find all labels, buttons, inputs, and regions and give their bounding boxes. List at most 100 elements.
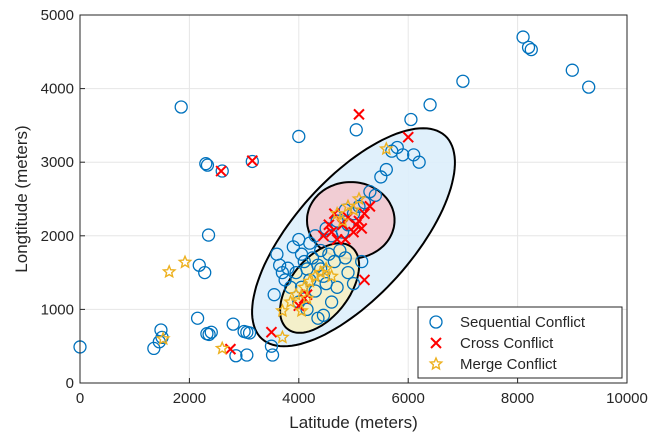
y-tick-label: 4000 <box>41 81 74 98</box>
cross-conflict-point <box>246 155 259 167</box>
sequential-conflict-point <box>215 164 229 178</box>
cross-conflict-point <box>224 343 237 355</box>
x-tick-label: 8000 <box>501 390 534 407</box>
sequential-conflict-point <box>396 148 410 162</box>
sequential-conflict-point <box>265 348 280 362</box>
plot-frame <box>79 14 628 384</box>
cross-conflict-point <box>358 274 371 286</box>
sequential-conflict-point <box>308 229 322 243</box>
sequential-conflict-point <box>201 228 216 242</box>
y-tick-label: 5000 <box>41 7 74 24</box>
sequential-conflict-point <box>423 98 437 112</box>
cross-conflict-points <box>215 108 414 355</box>
sequential-conflict-point <box>199 157 213 171</box>
sequential-conflict-point <box>338 251 352 265</box>
sequential-conflict-point <box>273 258 287 272</box>
cross-conflict-point <box>331 233 343 246</box>
sequential-conflict-point <box>565 63 579 77</box>
x-tick-label: 10000 <box>606 390 648 407</box>
cross-conflict-point <box>215 165 227 177</box>
sequential-conflict-point <box>300 302 314 317</box>
x-tick-label: 0 <box>76 390 84 407</box>
y-tick-label: 1000 <box>41 301 74 318</box>
sequential-conflict-point <box>264 339 279 353</box>
cross-conflict-point <box>317 230 330 242</box>
sequential-conflict-point <box>355 254 369 269</box>
x-tick-label: 6000 <box>392 390 425 407</box>
legend: Sequential Conflict Cross Conflict Merge C… <box>417 306 623 379</box>
cross-conflict-point <box>350 219 362 231</box>
cross-conflict-point <box>339 233 352 246</box>
merge-conflict-point <box>274 329 290 344</box>
sequential-conflict-point <box>174 100 188 114</box>
sequential-conflict-point <box>308 284 322 298</box>
sequential-conflict-point <box>245 154 259 169</box>
cross-conflict-point <box>353 108 365 121</box>
merge-conflict-point <box>313 264 329 280</box>
sequential-conflict-point <box>379 162 393 177</box>
sequential-conflict-point <box>330 280 344 294</box>
sequential-conflict-point <box>202 327 216 342</box>
x-tick-label: 4000 <box>282 390 315 407</box>
sequential-conflict-point <box>341 265 355 280</box>
sequential-conflict-point <box>412 155 426 169</box>
legend-label: Sequential Conflict <box>460 314 586 331</box>
legend-sequential-conflict-marker <box>429 315 443 329</box>
sequential-conflict-point <box>294 247 309 261</box>
merge-conflict-point <box>318 261 334 276</box>
legend-label: Merge Conflict <box>460 356 558 373</box>
sequential-conflict-point <box>349 123 363 137</box>
sequential-conflict-point <box>154 323 168 337</box>
sequential-conflict-point <box>297 254 311 269</box>
merge-conflict-points <box>155 141 394 355</box>
y-tick-label: 0 <box>66 375 74 392</box>
merge-conflict-point <box>155 330 171 346</box>
legend-merge-conflict-marker <box>428 356 444 371</box>
sequential-conflict-point <box>404 112 418 127</box>
merge-conflict-point <box>346 202 361 217</box>
sequential-conflict-point <box>240 348 254 362</box>
sequential-conflict-point <box>311 258 325 272</box>
sequential-conflict-point <box>200 158 215 172</box>
sequential-conflict-point <box>292 129 306 144</box>
sequential-conflict-point <box>324 295 339 309</box>
sequential-conflict-point <box>368 188 383 202</box>
sequential-conflict-point <box>204 325 218 339</box>
sequential-conflict-point <box>456 74 470 88</box>
sequential-conflict-point <box>582 80 596 94</box>
merge-conflict-point <box>329 205 345 221</box>
sequential-conflict-point <box>322 247 336 261</box>
merge-conflict-point <box>294 303 309 318</box>
sequential-conflict-point <box>311 311 325 325</box>
y-axis-label: Longtitude (meters) <box>12 125 31 272</box>
sequential-conflict-point <box>198 265 212 280</box>
sequential-conflict-point <box>190 311 205 325</box>
sequential-conflict-point <box>524 42 538 57</box>
sequential-conflict-point <box>229 349 243 363</box>
y-tick-label: 3000 <box>41 154 74 171</box>
sequential-conflict-point <box>275 265 290 280</box>
merge-conflict-point <box>177 254 193 269</box>
sequential-conflict-point <box>242 326 257 340</box>
legend-label: Cross Conflict <box>460 335 554 352</box>
merge-conflict-point <box>214 340 230 355</box>
sequential-conflict-point <box>314 243 328 258</box>
merge-conflict-point <box>351 191 367 206</box>
merge-conflict-point <box>324 268 340 283</box>
x-tick-label: 2000 <box>173 390 206 407</box>
legend-cross-conflict-marker <box>430 337 442 349</box>
merge-conflict-point <box>307 268 323 283</box>
cross-conflict-point <box>265 326 278 338</box>
axis-ticks: 0 2000 4000 6000 8000 10000 0 1000 2000 3000 4000 5… <box>41 7 648 407</box>
merge-conflict-point <box>378 141 394 156</box>
cross-conflict-point <box>323 219 335 231</box>
merge-conflict-point <box>335 213 351 228</box>
cross-conflict-point <box>325 226 338 238</box>
cross-conflict-point <box>355 222 368 235</box>
sequential-conflict-point <box>516 30 530 44</box>
sequential-conflict-point <box>267 288 281 302</box>
merge-conflict-point <box>283 294 299 309</box>
sequential-conflict-point <box>521 40 536 55</box>
sequential-conflict-point <box>226 317 240 331</box>
